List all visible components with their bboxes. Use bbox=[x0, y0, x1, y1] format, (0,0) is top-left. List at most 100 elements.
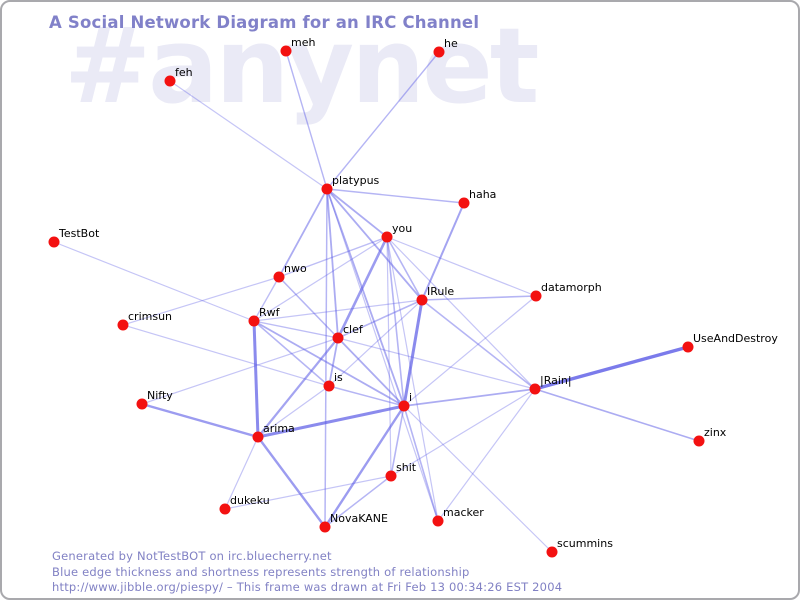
node-label-shit: shit bbox=[396, 461, 417, 474]
edge-platypus-clef bbox=[326, 188, 339, 339]
edge-Rain-zinx bbox=[534, 388, 700, 442]
edge-crimsun-is bbox=[122, 324, 330, 387]
edge-is-i bbox=[328, 385, 405, 407]
node-meh bbox=[280, 45, 292, 57]
node-label-is: is bbox=[334, 371, 343, 384]
node-label-Rain: |Rain| bbox=[540, 374, 572, 387]
edge-IRule-clef bbox=[337, 299, 423, 339]
footer-generated-by: Generated by NotTestBOT on irc.bluecherr… bbox=[52, 549, 332, 563]
edge-Rwf-is bbox=[253, 320, 330, 387]
edge-nwo-you bbox=[278, 236, 388, 278]
edge-crimsun-nwo bbox=[122, 276, 280, 326]
edge-arima-NovaKANE bbox=[257, 436, 326, 528]
edge-dukeku-shit bbox=[224, 475, 392, 510]
edge-Rwf-arima bbox=[252, 320, 260, 438]
node-label-nwo: nwo bbox=[284, 262, 307, 275]
node-label-NovaKANE: NovaKANE bbox=[330, 512, 388, 525]
node-label-UseAndDestroy: UseAndDestroy bbox=[693, 332, 778, 345]
node-Rain bbox=[529, 383, 541, 395]
node-zinx bbox=[693, 435, 705, 447]
edge-you-datamorph bbox=[386, 236, 537, 297]
edge-you-IRule bbox=[386, 236, 423, 301]
edge-nwo-Rwf bbox=[253, 276, 280, 322]
node-label-he: he bbox=[444, 37, 458, 50]
node-label-IRule: IRule bbox=[427, 285, 454, 298]
node-label-scummins: scummins bbox=[557, 537, 613, 550]
node-crimsun bbox=[117, 319, 129, 331]
node-NovaKANE bbox=[319, 521, 331, 533]
edge-i-datamorph bbox=[403, 295, 537, 407]
edge-haha-IRule bbox=[421, 202, 465, 301]
node-TestBot bbox=[48, 236, 60, 248]
node-i bbox=[398, 400, 410, 412]
edge-meh-platypus bbox=[285, 50, 328, 190]
edge-he-platypus bbox=[326, 51, 440, 190]
edge-IRule-i bbox=[402, 299, 424, 407]
node-clef bbox=[332, 332, 344, 344]
node-Rwf bbox=[248, 315, 260, 327]
node-label-arima: arima bbox=[263, 422, 295, 435]
footer-legend: Blue edge thickness and shortness repres… bbox=[52, 564, 470, 579]
edge-you-macker bbox=[386, 236, 439, 522]
edge-feh-platypus bbox=[169, 80, 328, 190]
node-label-TestBot: TestBot bbox=[58, 227, 100, 240]
edge-platypus-you bbox=[326, 188, 388, 238]
node-Nifty bbox=[136, 398, 148, 410]
edge-Rain-macker bbox=[437, 388, 536, 522]
edge-platypus-IRule bbox=[326, 188, 423, 301]
node-label-you: you bbox=[392, 222, 412, 235]
edge-i-arima bbox=[257, 404, 405, 439]
edge-you-Rain bbox=[386, 236, 536, 390]
edge-Rwf-i bbox=[253, 320, 405, 407]
edge-clef-Rain bbox=[337, 337, 536, 390]
edge-platypus-i bbox=[326, 188, 405, 407]
node-arima bbox=[252, 431, 264, 443]
edges-layer bbox=[53, 50, 700, 553]
edge-clef-is bbox=[328, 337, 339, 387]
edge-i-scummins bbox=[403, 405, 553, 553]
channel-watermark: #anynet bbox=[64, 5, 539, 127]
edge-TestBot-Rwf bbox=[53, 241, 255, 322]
node-label-zinx: zinx bbox=[704, 426, 727, 439]
node-label-i: i bbox=[409, 391, 412, 404]
node-is bbox=[323, 380, 335, 392]
edge-Rain-shit bbox=[390, 388, 536, 477]
footer-url-timestamp: http://www.jibble.org/piespy/ – This fra… bbox=[52, 580, 563, 594]
node-label-platypus: platypus bbox=[332, 174, 380, 187]
node-he bbox=[433, 46, 445, 58]
node-scummins bbox=[546, 546, 558, 558]
edge-clef-i bbox=[337, 337, 405, 407]
edge-i-NovaKANE bbox=[323, 405, 406, 528]
edge-you-Rwf bbox=[253, 236, 388, 322]
node-label-Nifty: Nifty bbox=[147, 389, 173, 402]
edge-nwo-clef bbox=[278, 276, 339, 339]
node-label-Rwf: Rwf bbox=[259, 306, 281, 319]
edge-platypus-macker bbox=[326, 188, 439, 522]
edge-you-shit bbox=[386, 236, 392, 477]
node-platypus bbox=[321, 183, 333, 195]
edge-shit-NovaKANE bbox=[324, 475, 392, 528]
node-haha bbox=[458, 197, 470, 209]
node-UseAndDestroy bbox=[682, 341, 694, 353]
edge-you-i bbox=[386, 236, 405, 407]
edge-IRule-Rwf bbox=[253, 299, 423, 322]
edge-Nifty-clef bbox=[141, 337, 339, 405]
edge-platypus-haha bbox=[326, 188, 465, 204]
node-label-haha: haha bbox=[469, 188, 496, 201]
node-shit bbox=[385, 470, 397, 482]
edge-Rain-UseAndDestroy bbox=[534, 345, 689, 391]
node-label-feh: feh bbox=[175, 66, 193, 79]
edge-you-clef bbox=[336, 236, 389, 339]
edge-arima-dukeku bbox=[224, 436, 259, 510]
edge-clef-arima bbox=[257, 337, 339, 438]
labels-layer: feh meh he platypus haha TestBot you nwo IRule da… bbox=[58, 36, 778, 550]
node-label-crimsun: crimsun bbox=[128, 310, 172, 323]
node-IRule bbox=[416, 294, 428, 306]
node-macker bbox=[432, 515, 444, 527]
node-you bbox=[381, 231, 393, 243]
edge-Nifty-arima bbox=[141, 402, 259, 439]
edge-IRule-Rain bbox=[421, 299, 536, 390]
edge-is-arima bbox=[257, 385, 330, 438]
